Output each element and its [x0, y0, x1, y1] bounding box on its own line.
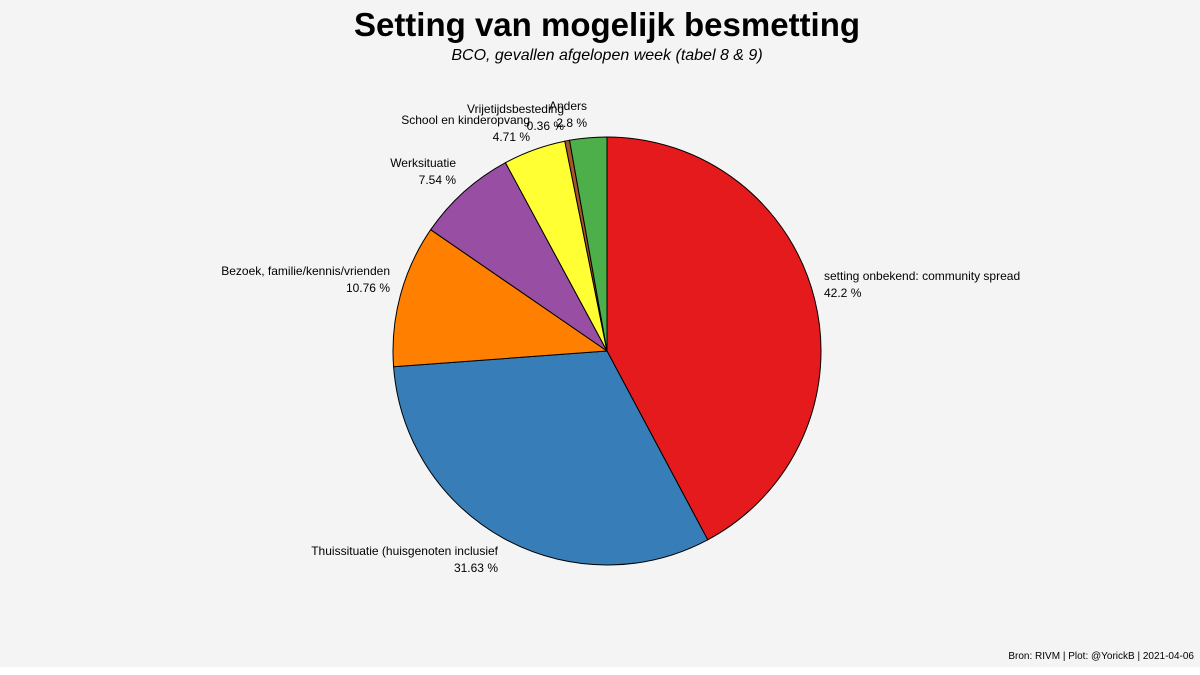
slice-value-label-setting-onbekend-community-spread: 42.2 % [824, 286, 862, 300]
pie-slice-setting-onbekend-community-spread [606, 136, 822, 541]
slice-label-werksituatie: Werksituatie [390, 156, 456, 170]
slice-label-setting-onbekend-community-spread: setting onbekend: community spread [824, 269, 1020, 283]
pie-slice-werksituatie [429, 161, 608, 352]
chart-subtitle: BCO, gevallen afgelopen week (tabel 8 & … [451, 47, 763, 64]
source-caption: Bron: RIVM | Plot: @YorickB | 2021-04-06 [1008, 651, 1194, 662]
slice-label-vrijetijdsbesteding: Vrijetijdsbesteding [467, 102, 564, 116]
slice-label-anders: Anders [549, 99, 587, 113]
slice-label-thuissituatie-huisgenoten-inclusief: Thuissituatie (huisgenoten inclusief [311, 544, 498, 558]
slice-label-bezoek-familie-kennis-vrienden: Bezoek, familie/kennis/vrienden [221, 264, 390, 278]
slice-value-label-anders: 2.8 % [556, 116, 587, 130]
slice-value-label-bezoek-familie-kennis-vrienden: 10.76 % [346, 281, 390, 295]
pie-slice-bezoek-familie-kennis-vrienden [392, 229, 609, 368]
slice-value-label-vrijetijdsbesteding: 0.36 % [527, 119, 565, 133]
pie-slice-anders [568, 136, 608, 352]
slice-value-label-school-en-kinderopvang: 4.71 % [493, 130, 531, 144]
slice-label-school-en-kinderopvang: School en kinderopvang [401, 113, 530, 127]
slice-value-label-werksituatie: 7.54 % [419, 173, 457, 187]
chart-title: Setting van mogelijk besmetting [353, 6, 861, 43]
pie-slice-thuissituatie-huisgenoten-inclusief [393, 350, 709, 566]
slice-value-label-thuissituatie-huisgenoten-inclusief: 31.63 % [454, 561, 498, 575]
